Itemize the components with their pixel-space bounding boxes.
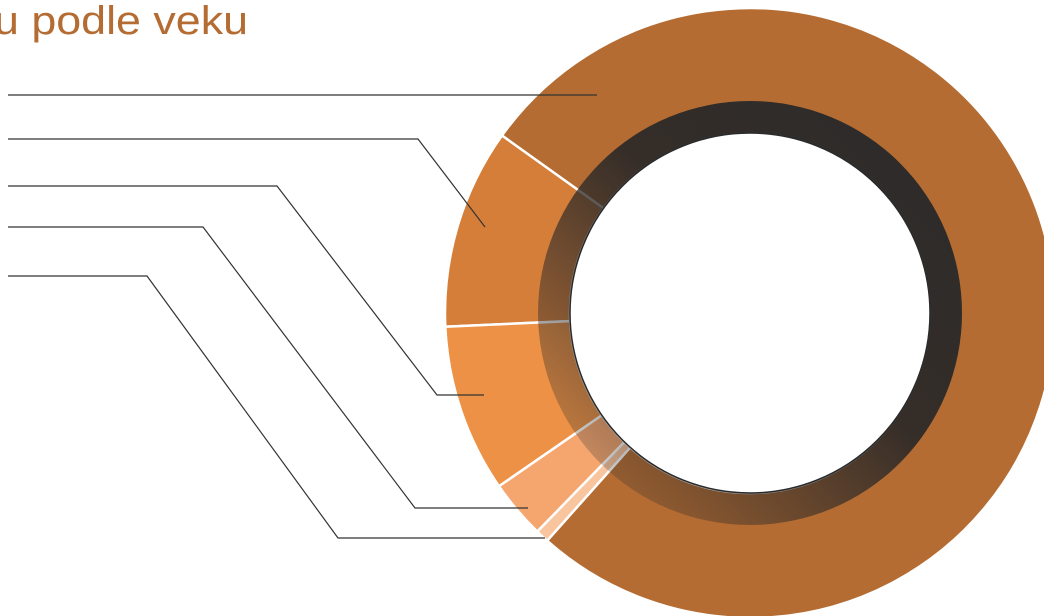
- leader-line: [8, 226, 528, 509]
- donut-hole: [569, 132, 931, 494]
- chart-title: u podle veku: [0, 0, 248, 43]
- leader-line: [8, 185, 484, 396]
- leader-line: [8, 275, 545, 539]
- leader-lines: [8, 94, 597, 539]
- leader-line: [8, 138, 486, 228]
